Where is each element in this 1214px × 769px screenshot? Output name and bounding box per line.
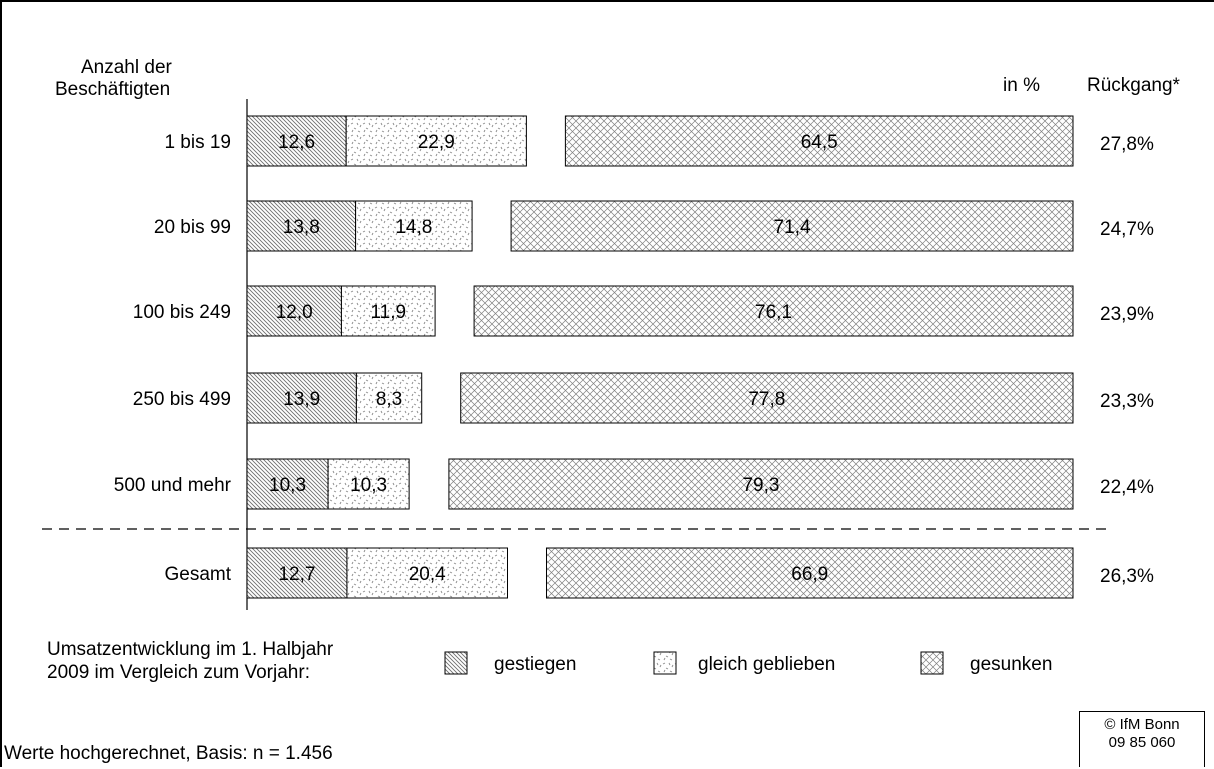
bar-gestiegen <box>246 285 342 337</box>
bar-value-label: 13,8 <box>283 217 320 238</box>
bar-value-label: 12,0 <box>276 302 313 323</box>
bar-value-label: 76,1 <box>755 302 792 323</box>
legend-label-gestiegen: gestiegen <box>494 654 576 675</box>
right-column-title: Rückgang* <box>1087 75 1181 96</box>
legend-swatch-gestiegen <box>444 651 468 675</box>
bar-value-label: 13,9 <box>283 389 320 410</box>
bar-value-label: 77,8 <box>748 389 785 410</box>
bar-value-label: 66,9 <box>791 564 828 585</box>
legend-label-gleich: gleich geblieben <box>698 654 835 675</box>
y-axis-title-line1: Anzahl der Beschäftigten <box>55 57 173 100</box>
ruckgang-value: 23,3% <box>1100 391 1154 412</box>
bar-gesunken <box>473 285 1074 337</box>
bar-value-label: 22,9 <box>418 132 455 153</box>
footer-note: Werte hochgerechnet, Basis: n = 1.456 <box>4 743 333 764</box>
legend-caption-line1: Umsatzentwicklung im 1. Halbjahr <box>47 639 334 660</box>
bar-value-label: 14,8 <box>395 217 432 238</box>
unit-label: in % <box>1003 75 1040 96</box>
ruckgang-value: 27,8% <box>1100 134 1154 155</box>
bar-gleich <box>345 115 527 167</box>
bar-value-label: 12,7 <box>278 564 315 585</box>
category-label: 250 bis 499 <box>133 389 231 410</box>
copyright-line1: © IfM Bonn <box>1104 716 1180 733</box>
bar-value-label: 10,3 <box>350 475 387 496</box>
bar-gleich <box>355 200 473 252</box>
category-label: 20 bis 99 <box>154 217 231 238</box>
legend: Umsatzentwicklung im 1. Halbjahr 2009 im… <box>47 639 1052 683</box>
bar-value-label: 11,9 <box>370 302 406 323</box>
bar-value-label: 20,4 <box>409 564 446 585</box>
bars-group: 1 bis 19 12,6 22,9 64,5 27,8% 20 bis 99 13,8 14… <box>114 115 1154 599</box>
bar-gestiegen <box>246 115 347 167</box>
bar-gestiegen <box>246 547 348 599</box>
bar-value-label: 8,3 <box>376 389 402 410</box>
bar-gestiegen <box>246 458 329 510</box>
bar-gesunken <box>545 547 1074 599</box>
ruckgang-value: 24,7% <box>1100 219 1154 240</box>
bar-gesunken <box>448 458 1074 510</box>
bar-gesunken <box>460 372 1074 424</box>
category-label: 1 bis 19 <box>164 132 231 153</box>
bar-gestiegen <box>246 200 357 252</box>
bar-gesunken <box>564 115 1074 167</box>
bar-gestiegen <box>246 372 357 424</box>
category-label: Gesamt <box>164 564 231 585</box>
legend-label-gesunken: gesunken <box>970 654 1052 675</box>
bar-gleich <box>340 285 436 337</box>
legend-swatch-gleich <box>653 651 677 675</box>
category-label: 500 und mehr <box>114 475 232 496</box>
legend-caption-line2: 2009 im Vergleich zum Vorjahr: <box>47 662 310 683</box>
ruckgang-value: 22,4% <box>1100 477 1154 498</box>
copyright-box: © IfM Bonn 09 85 060 <box>1079 711 1205 767</box>
bar-value-label: 79,3 <box>742 475 779 496</box>
copyright-line2: 09 85 060 <box>1108 734 1176 751</box>
bar-value-label: 12,6 <box>278 132 315 153</box>
bar-gleich <box>346 547 508 599</box>
ruckgang-value: 26,3% <box>1100 566 1154 587</box>
bar-gleich <box>355 372 423 424</box>
ruckgang-value: 23,9% <box>1100 304 1154 325</box>
bar-value-label: 71,4 <box>774 217 811 238</box>
category-label: 100 bis 249 <box>133 302 231 323</box>
bar-gleich <box>327 458 410 510</box>
bar-value-label: 10,3 <box>269 475 306 496</box>
legend-swatch-gesunken <box>920 651 944 675</box>
bar-value-label: 64,5 <box>801 132 838 153</box>
bar-gesunken <box>510 200 1074 252</box>
